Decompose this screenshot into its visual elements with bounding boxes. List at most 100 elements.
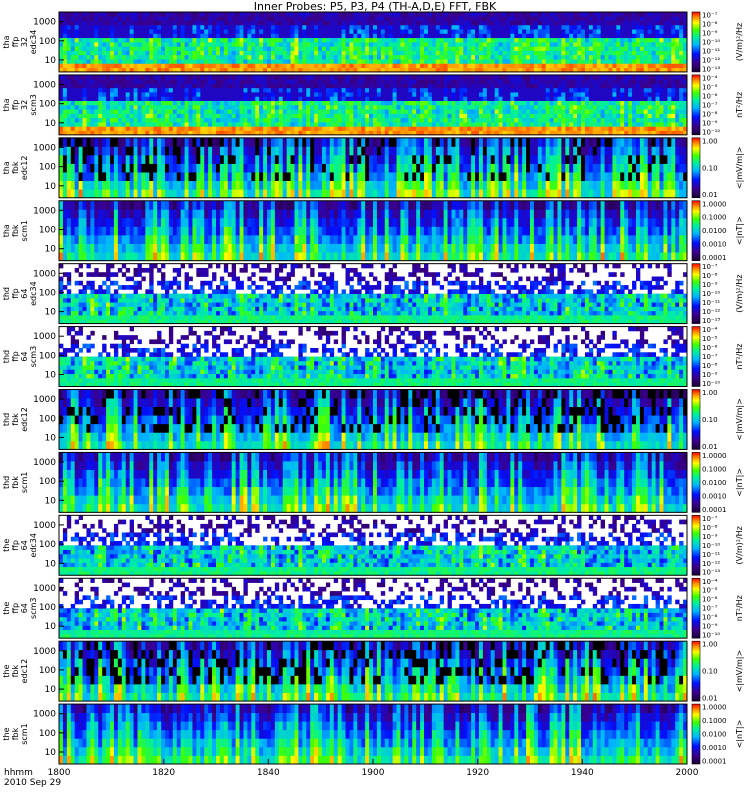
chart-title: Inner Probes: P5, P3, P4 (TH-A,D,E) FFT,…	[254, 0, 497, 13]
spectrogram-cell	[161, 113, 165, 118]
spectrogram-cell	[346, 88, 350, 93]
spectrogram-cell	[452, 113, 456, 118]
spectrogram-cell	[589, 118, 593, 123]
spectrogram-cell	[436, 126, 440, 131]
spectrogram-cell	[381, 38, 385, 43]
spectrogram-cell	[644, 109, 648, 114]
spectrogram-cell	[346, 101, 350, 106]
spectrogram-cell	[330, 122, 334, 127]
spectrogram-cell	[126, 105, 130, 110]
spectrogram-cell	[652, 59, 656, 64]
spectrogram-cell	[255, 138, 259, 147]
spectrogram-cell	[522, 12, 526, 17]
spectrogram-cell	[141, 33, 145, 38]
spectrogram-cell	[298, 16, 302, 21]
spectrogram-cell	[381, 96, 385, 101]
spectrogram-cell	[79, 105, 83, 110]
spectrogram-cell	[620, 46, 624, 51]
spectrogram-cell	[581, 96, 585, 101]
spectrogram-cell	[385, 21, 389, 26]
spectrogram-cell	[259, 21, 263, 26]
spectrogram-cell	[255, 12, 259, 17]
spectrogram-cell	[141, 88, 145, 93]
spectrogram-cell	[326, 59, 330, 64]
spectrogram-cell	[397, 88, 401, 93]
spectrogram-cell	[483, 29, 487, 34]
panel-ylabel-line: edc34	[29, 30, 38, 55]
spectrogram-cell	[620, 25, 624, 30]
spectrogram-cell	[63, 181, 67, 190]
spectrogram-cell	[259, 16, 263, 21]
spectrogram-cell	[467, 79, 471, 84]
spectrogram-cell	[295, 164, 299, 173]
spectrogram-cell	[636, 122, 640, 127]
spectrogram-cell	[240, 55, 244, 60]
spectrogram-cell	[145, 12, 149, 17]
spectrogram-cell	[126, 101, 130, 106]
spectrogram-cell	[75, 164, 79, 173]
spectrogram-cell	[373, 29, 377, 34]
spectrogram-cell	[495, 75, 499, 80]
spectrogram-cell	[177, 63, 181, 68]
spectrogram-cell	[326, 126, 330, 131]
spectrogram-cell	[506, 63, 510, 68]
spectrogram-cell	[593, 75, 597, 80]
spectrogram-cell	[436, 83, 440, 88]
spectrogram-cell	[393, 63, 397, 68]
spectrogram-cell	[267, 59, 271, 64]
spectrogram-cell	[510, 12, 514, 17]
spectrogram-cell	[428, 109, 432, 114]
spectrogram-cell	[271, 155, 275, 164]
spectrogram-cell	[408, 33, 412, 38]
spectrogram-cell	[404, 51, 408, 56]
spectrogram-cell	[240, 79, 244, 84]
spectrogram-cell	[157, 155, 161, 164]
spectrogram-cell	[102, 105, 106, 110]
spectrogram-cell	[228, 96, 232, 101]
spectrogram-cell	[389, 96, 393, 101]
spectrogram-cell	[67, 46, 71, 51]
spectrogram-cell	[620, 101, 624, 106]
spectrogram-cell	[467, 55, 471, 60]
spectrogram-cell	[90, 164, 94, 173]
spectrogram-cell	[298, 33, 302, 38]
spectrogram-cell	[530, 33, 534, 38]
spectrogram-cell	[298, 21, 302, 26]
spectrogram-cell	[471, 92, 475, 97]
spectrogram-cell	[157, 55, 161, 60]
spectrogram-cell	[177, 12, 181, 17]
spectrogram-cell	[102, 42, 106, 47]
spectrogram-cell	[177, 46, 181, 51]
spectrogram-cell	[98, 16, 102, 21]
spectrogram-cell	[204, 181, 208, 190]
spectrogram-cell	[94, 88, 98, 93]
spectrogram-cell	[310, 126, 314, 131]
spectrogram-cell	[302, 92, 306, 97]
spectrogram-cell	[283, 55, 287, 60]
spectrogram-cell	[114, 83, 118, 88]
spectrogram-cell	[510, 126, 514, 131]
spectrogram-cell	[291, 181, 295, 190]
spectrogram-cell	[224, 164, 228, 173]
spectrogram-cell	[157, 21, 161, 26]
spectrogram-cell	[432, 79, 436, 84]
spectrogram-cell	[628, 75, 632, 80]
spectrogram-cell	[75, 109, 79, 114]
spectrogram-cell	[59, 16, 63, 21]
spectrogram-cell	[389, 59, 393, 64]
spectrogram-cell	[499, 21, 503, 26]
spectrogram-cell	[420, 21, 424, 26]
spectrogram-cell	[318, 83, 322, 88]
spectrogram-cell	[200, 92, 204, 97]
spectrogram-cell	[648, 122, 652, 127]
spectrogram-cell	[185, 46, 189, 51]
spectrogram-cell	[542, 59, 546, 64]
spectrogram-cell	[267, 25, 271, 30]
spectrogram-cell	[228, 42, 232, 47]
spectrogram-cell	[412, 79, 416, 84]
spectrogram-cell	[216, 59, 220, 64]
spectrogram-cell	[212, 79, 216, 84]
colorbar-tick-label: 10⁻⁸	[702, 21, 718, 29]
spectrogram-cell	[149, 155, 153, 164]
spectrogram-cell	[397, 105, 401, 110]
